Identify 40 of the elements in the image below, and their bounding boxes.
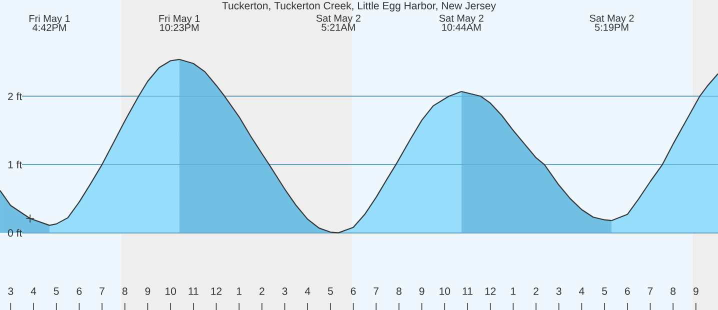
- x-tick-label: 9: [419, 288, 424, 295]
- x-tick-label: 8: [396, 288, 402, 295]
- x-tick-label: 9: [145, 288, 150, 295]
- annotation: Fri May 1 4:42PM: [29, 14, 70, 31]
- x-tick-label: 6: [76, 288, 82, 295]
- annotation: Sat May 2 5:19PM: [590, 14, 634, 31]
- x-tick-label: 4: [579, 288, 584, 295]
- x-tick-label: 3: [282, 288, 288, 295]
- y-tick-label: 2 ft: [8, 92, 22, 100]
- x-tick-label: 8: [122, 288, 128, 295]
- x-tick-label: 2: [260, 288, 264, 295]
- x-tick-label: 11: [188, 288, 198, 295]
- x-tick-label: 5: [602, 288, 608, 295]
- x-tick-label: 6: [625, 288, 630, 295]
- x-tick-label: 2: [534, 288, 538, 295]
- x-tick-label: 10: [440, 288, 450, 295]
- x-tick-label: 5: [54, 288, 59, 295]
- x-tick-label: 5: [328, 288, 333, 295]
- x-tick-label: 7: [374, 288, 379, 295]
- x-tick-label: 1: [236, 288, 242, 295]
- x-tick-label: 7: [100, 288, 104, 295]
- y-tick-label: 0 ft: [8, 228, 22, 237]
- x-tick-label: 1: [511, 288, 516, 295]
- annotation: Sat May 2 5:21AM: [316, 14, 360, 31]
- x-tick-label: 7: [648, 288, 653, 295]
- x-tick-label: 9: [693, 288, 698, 295]
- x-tick-label: 12: [211, 288, 222, 295]
- annotation: Sat May 2 10:44AM: [439, 14, 484, 31]
- x-tick-label: 4: [30, 288, 36, 295]
- x-tick-label: 11: [462, 288, 472, 295]
- x-tick-label: 10: [166, 288, 176, 295]
- x-tick-label: 3: [556, 288, 562, 295]
- x-tick-label: 8: [670, 288, 676, 295]
- annotation: Fri May 1 10:23PM: [159, 14, 200, 32]
- x-tick-label: 6: [350, 288, 356, 295]
- x-tick-label: 12: [485, 288, 496, 295]
- y-tick-label: 1 ft: [8, 160, 22, 168]
- chart-title: Tuckerton, Tuckerton Creek, Little Egg Harbor, New Jersey: [222, 2, 496, 12]
- x-tick-label: 3: [8, 288, 14, 295]
- x-tick-label: 4: [304, 288, 310, 295]
